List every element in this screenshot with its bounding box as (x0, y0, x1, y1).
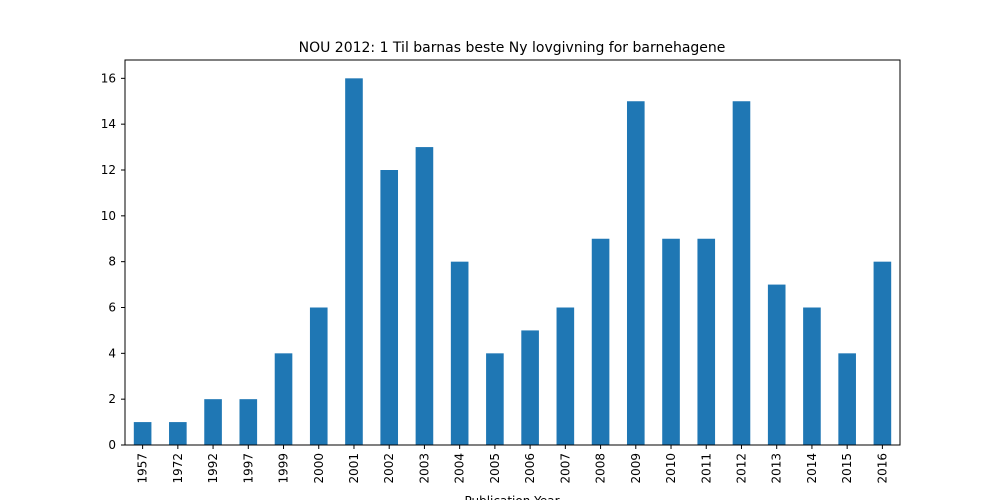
bar (486, 353, 504, 445)
y-tick-label: 14 (101, 117, 116, 131)
bar (732, 101, 751, 445)
bar (133, 422, 152, 445)
bar (556, 307, 575, 445)
y-tick-label: 10 (101, 209, 116, 223)
x-tick-label: 2007 (558, 453, 572, 484)
x-tick-label: 2003 (417, 453, 431, 484)
y-tick-label: 4 (108, 346, 116, 360)
y-tick-label: 0 (108, 438, 116, 452)
x-tick-label: 2011 (699, 453, 713, 484)
bar (803, 307, 821, 445)
x-tick-label: 2005 (488, 453, 502, 484)
x-tick-label: 2008 (594, 453, 608, 484)
plot-frame (124, 59, 901, 446)
bar (662, 238, 680, 445)
bar (626, 101, 645, 445)
x-tick-label: 2009 (629, 453, 643, 484)
chart-title: NOU 2012: 1 Til barnas beste Ny lovgivni… (299, 40, 726, 56)
bar (838, 353, 856, 445)
y-tick-label: 8 (108, 255, 116, 269)
bar (309, 307, 328, 445)
x-tick-label: 2000 (312, 453, 326, 484)
x-tick-label: 2014 (805, 453, 819, 484)
x-tick-label: 2013 (770, 453, 784, 484)
y-tick-label: 16 (101, 71, 116, 85)
x-tick-label: 1957 (136, 453, 150, 484)
x-tick-label: 1999 (277, 453, 291, 484)
y-tick-label: 12 (101, 163, 116, 177)
y-tick-label: 2 (108, 392, 116, 406)
x-tick-label: 2015 (840, 453, 854, 484)
bar (767, 284, 786, 445)
bar (345, 78, 363, 445)
bar (204, 399, 222, 445)
x-axis-label: Publication Year (464, 494, 559, 500)
y-tick-label: 6 (108, 301, 116, 315)
x-tick-label: 2006 (523, 453, 537, 484)
bar (450, 261, 469, 445)
bar (591, 238, 610, 445)
bar (415, 147, 434, 446)
x-tick-label: 2016 (875, 453, 889, 484)
bar (521, 330, 539, 445)
x-tick-label: 1992 (206, 453, 220, 484)
bar (380, 170, 399, 445)
bar (873, 261, 892, 445)
bar (274, 353, 293, 445)
x-tick-label: 2010 (664, 453, 678, 484)
x-tick-label: 2002 (382, 453, 396, 484)
bar (697, 238, 716, 445)
x-tick-label: 2012 (734, 453, 748, 484)
x-tick-label: 2001 (347, 453, 361, 484)
x-tick-label: 1997 (241, 453, 255, 484)
bar (239, 399, 258, 445)
x-tick-label: 2004 (453, 453, 467, 484)
bar (169, 422, 187, 445)
x-tick-label: 1972 (171, 453, 185, 484)
